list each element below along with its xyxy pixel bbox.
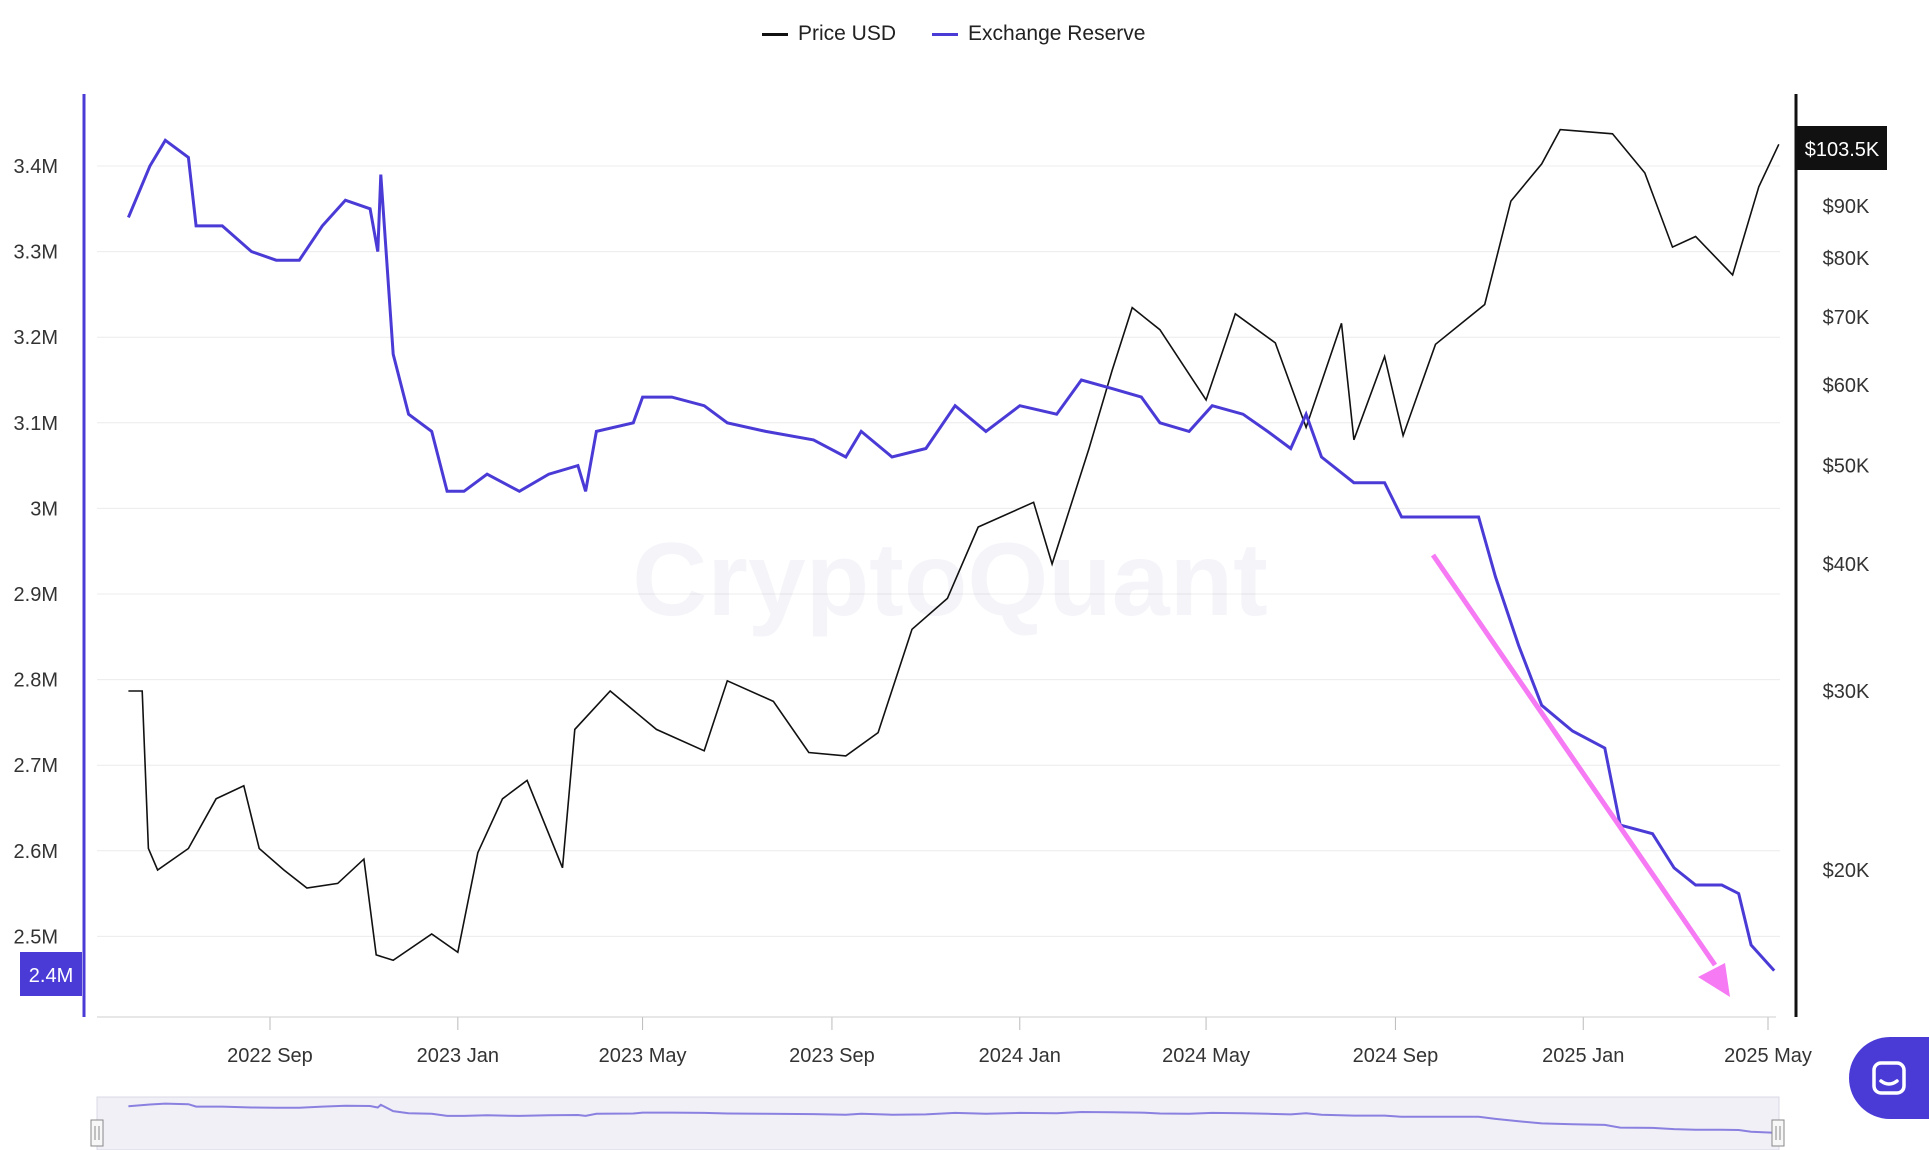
x-tick-label: 2024 Jan	[979, 1045, 1061, 1067]
current-price-badge: $103.5K	[1797, 126, 1887, 170]
watermark: CryptoQuant	[632, 522, 1268, 638]
legend-item-reserve[interactable]: Exchange Reserve	[932, 22, 1145, 46]
current-price-label: $103.5K	[1805, 139, 1880, 161]
x-tick-label: 2022 Sep	[227, 1045, 313, 1067]
navigator-background	[96, 1096, 1780, 1150]
left-tick-label: 2.9M	[14, 584, 58, 606]
legend-item-price[interactable]: Price USD	[762, 22, 896, 46]
left-tick-label: 2.7M	[14, 755, 58, 777]
right-tick-label: $40K	[1823, 554, 1870, 576]
left-tick-label: 3.1M	[14, 413, 58, 435]
right-tick-label: $50K	[1823, 455, 1870, 477]
right-axis-ticks: $90K $80K $70K $60K $50K $40K $30K $20K	[1823, 196, 1870, 882]
right-tick-label: $60K	[1823, 375, 1870, 397]
reserve-series-line	[127, 138, 1776, 972]
x-tick-label: 2023 Jan	[417, 1045, 499, 1067]
navigator-right-handle[interactable]	[1771, 1119, 1785, 1147]
right-tick-label: $90K	[1823, 196, 1870, 218]
x-tick-label: 2025 Jan	[1542, 1045, 1624, 1067]
x-tick-label: 2023 Sep	[789, 1045, 875, 1067]
x-axis-ticks: 2022 Sep 2023 Jan 2023 May 2023 Sep 2024 Jan…	[227, 1017, 1812, 1067]
left-tick-label: 3M	[30, 498, 58, 520]
left-tick-label: 3.3M	[14, 242, 58, 264]
left-axis-ticks: 3.4M 3.3M 3.2M 3.1M 3M 2.9M 2.8M 2.7M 2.6M 2.5M	[14, 156, 58, 948]
legend-reserve-swatch	[932, 32, 959, 36]
x-tick-label: 2024 Sep	[1353, 1045, 1439, 1067]
left-tick-label: 2.8M	[14, 670, 58, 692]
x-tick-label: 2025 May	[1724, 1045, 1812, 1067]
trend-arrow-head	[1698, 963, 1730, 997]
legend-reserve-label: Exchange Reserve	[968, 22, 1146, 45]
right-tick-label: $80K	[1823, 248, 1870, 270]
navigator-left-handle[interactable]	[90, 1119, 104, 1147]
trend-arrow-shaft	[1430, 553, 1718, 967]
chat-bubble-icon	[1872, 1061, 1906, 1095]
trend-arrow	[1430, 553, 1730, 997]
range-navigator[interactable]	[90, 1096, 1785, 1150]
current-reserve-badge: 2.4M	[20, 952, 82, 996]
right-tick-label: $30K	[1823, 681, 1870, 703]
legend-price-swatch	[762, 32, 788, 36]
grip-icon[interactable]	[1771, 1119, 1785, 1147]
chat-button[interactable]	[1849, 1037, 1929, 1119]
navigator-series-line	[128, 1102, 1775, 1134]
left-tick-label: 2.5M	[14, 926, 58, 948]
price-series-line	[128, 128, 1780, 962]
left-tick-label: 3.4M	[14, 156, 58, 178]
left-tick-label: 2.6M	[14, 841, 58, 863]
right-tick-label: $70K	[1823, 307, 1870, 329]
legend: Price USD Exchange Reserve	[762, 22, 1145, 46]
x-tick-label: 2024 May	[1162, 1045, 1250, 1067]
grip-icon[interactable]	[90, 1119, 104, 1147]
current-reserve-label: 2.4M	[29, 965, 73, 987]
right-tick-label: $20K	[1823, 860, 1870, 882]
x-tick-label: 2023 May	[599, 1045, 687, 1067]
left-tick-label: 3.2M	[14, 327, 58, 349]
legend-price-label: Price USD	[798, 22, 897, 45]
